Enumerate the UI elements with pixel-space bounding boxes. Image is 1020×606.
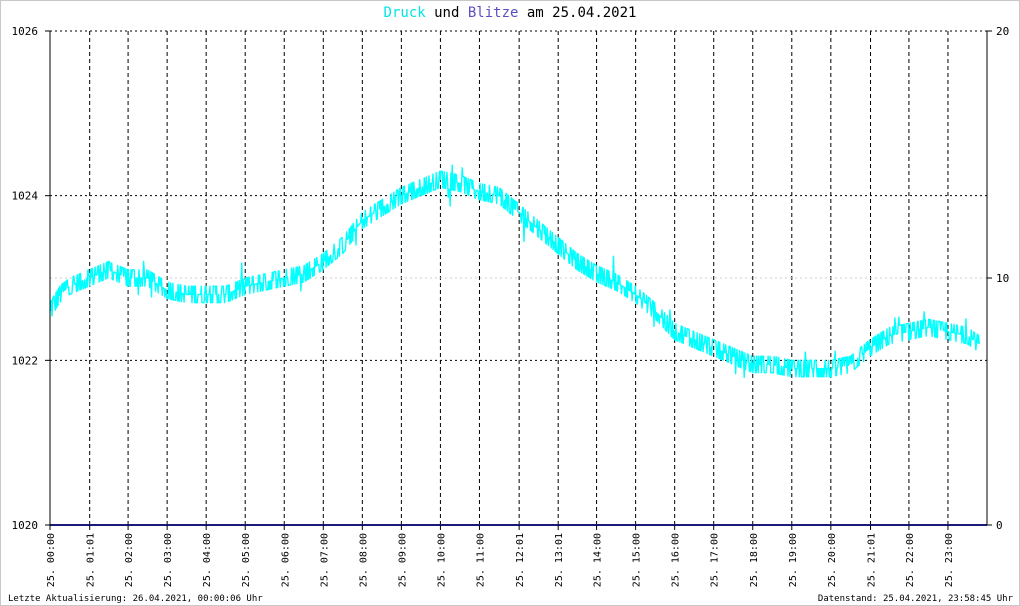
y-right-tick-label: 20 <box>996 25 1009 38</box>
x-tick-label: 25. 23:00 <box>944 533 955 587</box>
x-tick-label: 25. 21:01 <box>867 533 878 587</box>
x-tick-label: 25. 14:00 <box>593 533 604 587</box>
x-tick-label: 25. 15:00 <box>632 533 643 587</box>
x-tick-label: 25. 08:00 <box>358 533 369 587</box>
x-tick-label: 25. 07:00 <box>319 533 330 587</box>
x-tick-label: 25. 18:00 <box>749 533 760 587</box>
title-am: am <box>526 5 544 21</box>
x-tick-label: 25. 10:00 <box>436 533 447 587</box>
series-layer <box>49 164 987 526</box>
x-tick-label: 25. 12:01 <box>515 533 526 587</box>
tick-labels: 25. 00:00 25. 01:01 25. 02:00 25. 03:00 25. … <box>12 25 1010 587</box>
x-tick-label: 25. 09:00 <box>397 533 408 587</box>
vertical-grid <box>89 31 949 525</box>
x-tick-label: 25. 22:00 <box>905 533 916 587</box>
x-tick-label: 25. 03:00 <box>163 533 174 587</box>
title-druck: Druck <box>383 5 426 21</box>
x-tick-label: 25. 17:00 <box>710 533 721 587</box>
horizontal-grid <box>50 30 987 361</box>
y-left-tick-label: 1024 <box>12 190 39 203</box>
y-right-tick-label: 0 <box>996 519 1003 532</box>
axes <box>45 30 992 530</box>
x-tick-label: 25. 04:00 <box>202 533 213 587</box>
x-tick-label: 25. 19:00 <box>788 533 799 587</box>
x-tick-label: 25. 11:00 <box>475 533 486 587</box>
y-right-tick-label: 10 <box>996 272 1009 285</box>
data-status-text: Datenstand: 25.04.2021, 23:58:45 Uhr <box>817 594 1013 604</box>
title-und: und <box>434 5 460 21</box>
title-date: 25.04.2021 <box>552 5 637 21</box>
druck-series-line <box>49 164 980 378</box>
y-left-tick-label: 1020 <box>12 519 39 532</box>
y-left-tick-label: 1022 <box>12 354 39 367</box>
x-tick-label: 25. 01:01 <box>86 533 97 587</box>
x-tick-label: 25. 06:00 <box>280 533 291 587</box>
y-left-tick-label: 1026 <box>12 25 39 38</box>
last-update-text: Letzte Aktualisierung: 26.04.2021, 00:00… <box>8 594 263 604</box>
title-blitze: Blitze <box>467 5 519 21</box>
x-tick-label: 25. 16:00 <box>671 533 682 587</box>
x-tick-label: 25. 02:00 <box>124 533 135 587</box>
x-tick-label: 25. 00:00 <box>46 533 57 587</box>
x-tick-label: 25. 05:00 <box>241 533 252 587</box>
chart-title: Druck und Blitze am 25.04.2021 <box>0 5 1020 21</box>
x-tick-label: 25. 13:01 <box>554 533 565 587</box>
x-tick-label: 25. 20:00 <box>827 533 838 587</box>
